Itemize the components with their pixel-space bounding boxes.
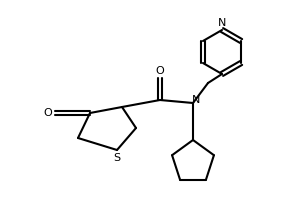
Text: S: S [113, 153, 121, 163]
Text: O: O [156, 66, 164, 76]
Text: N: N [218, 18, 226, 28]
Text: O: O [44, 108, 52, 118]
Text: N: N [192, 95, 200, 105]
